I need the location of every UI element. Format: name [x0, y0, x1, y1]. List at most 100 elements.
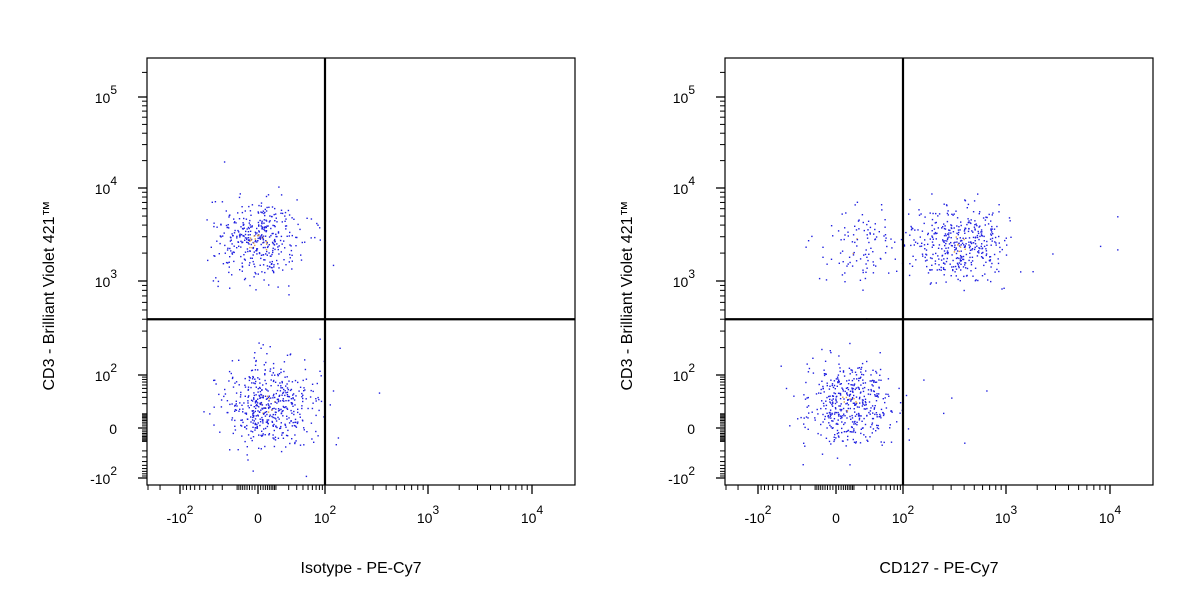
event-dot [262, 422, 264, 424]
event-dot [847, 263, 849, 265]
event-dot [247, 250, 249, 253]
event-dot [219, 242, 221, 245]
event-dot [268, 236, 271, 238]
event-dot [950, 224, 953, 227]
event-dot [815, 393, 818, 395]
event-dot [844, 272, 846, 274]
event-dot [959, 280, 961, 282]
event-dot [849, 373, 851, 375]
event-dot [952, 259, 954, 262]
event-dot [310, 389, 312, 392]
event-dot [859, 258, 862, 260]
event-dot [268, 433, 271, 435]
event-dot [876, 414, 878, 416]
event-dot [894, 241, 896, 243]
event-dot [315, 398, 317, 400]
event-dot [234, 429, 237, 431]
event-dot [290, 420, 292, 422]
event-dot [854, 423, 857, 425]
event-dot [978, 238, 980, 241]
event-dot [312, 402, 314, 404]
event-dot [254, 271, 256, 274]
event-dot [859, 442, 862, 444]
event-dot [255, 399, 257, 402]
event-dot [277, 373, 279, 376]
event-dot [927, 243, 929, 245]
event-dot [265, 388, 267, 390]
event-dot [849, 342, 851, 345]
event-dot [858, 379, 860, 382]
event-dot [874, 238, 877, 240]
event-dot [265, 240, 268, 243]
event-dot [281, 410, 283, 413]
event-dot [295, 236, 297, 239]
event-dot [839, 383, 841, 385]
event-dot [224, 244, 226, 247]
event-dot [853, 441, 856, 443]
event-dot [217, 280, 220, 283]
event-dot [869, 226, 872, 229]
event-dot [244, 426, 246, 428]
event-dot [242, 411, 244, 413]
event-dot [291, 260, 293, 262]
event-dot [856, 201, 859, 203]
event-dot [946, 220, 949, 223]
event-dot [255, 407, 257, 410]
event-dot [953, 242, 955, 244]
event-dot [265, 253, 267, 255]
event-dot [977, 230, 979, 233]
event-dot [228, 261, 230, 263]
event-dot [860, 415, 862, 417]
event-dot [244, 377, 246, 380]
event-dot [853, 384, 855, 386]
event-dot [871, 405, 874, 407]
event-dot [916, 242, 919, 245]
event-dot [969, 252, 971, 254]
event-dot [884, 226, 886, 228]
event-dot [857, 220, 860, 222]
event-dot [845, 396, 848, 399]
event-dot [834, 392, 837, 395]
event-dot [956, 257, 959, 259]
event-dot [861, 373, 863, 376]
event-dot [855, 403, 857, 405]
event-dot [940, 266, 942, 269]
event-dot [844, 422, 846, 424]
event-dot [259, 236, 261, 238]
event-dot [277, 399, 280, 401]
event-dot [274, 240, 276, 242]
event-dot [257, 273, 259, 275]
event-dot [220, 399, 223, 401]
event-dot [828, 417, 830, 419]
event-dot [837, 378, 839, 380]
event-dot [889, 424, 891, 426]
event-dot [859, 402, 861, 404]
event-dot [961, 242, 964, 244]
event-dot [293, 399, 296, 401]
event-dot [285, 434, 288, 437]
event-dot [209, 413, 211, 415]
event-dot [275, 418, 277, 420]
event-dot [919, 236, 921, 238]
event-dot [265, 230, 268, 232]
event-dot [241, 241, 243, 244]
event-dot [992, 212, 994, 214]
event-dot [275, 425, 277, 428]
event-dot [850, 369, 852, 371]
event-dot [231, 233, 233, 235]
event-dot [246, 446, 248, 448]
event-dot [950, 275, 952, 277]
event-dot [967, 221, 969, 224]
event-dot [248, 264, 250, 266]
event-dot [253, 242, 255, 244]
event-dot [261, 220, 263, 222]
event-dot [265, 230, 267, 233]
event-dot [851, 398, 853, 400]
event-dot [267, 390, 269, 392]
event-dot [934, 231, 937, 234]
event-dot [805, 246, 807, 248]
event-dot [991, 262, 993, 265]
event-dot [963, 244, 965, 246]
event-dot [954, 271, 956, 273]
event-dot [830, 379, 832, 381]
